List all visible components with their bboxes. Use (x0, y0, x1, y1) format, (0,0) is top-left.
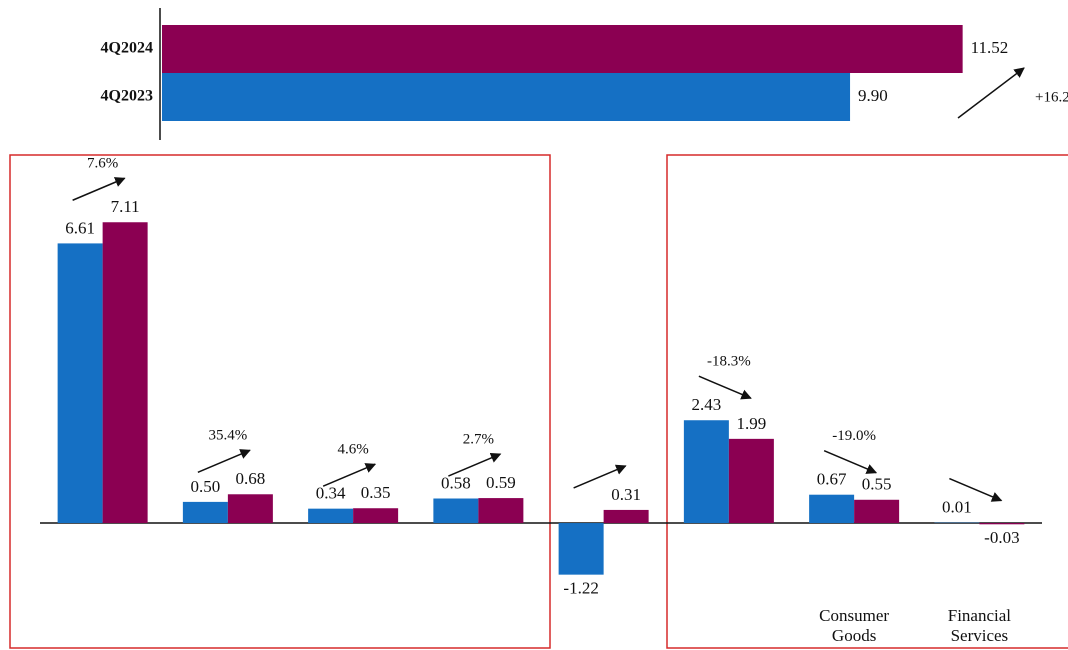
value-label: -0.03 (984, 528, 1019, 547)
bar (433, 498, 479, 524)
bar (57, 243, 103, 524)
value-label: 0.34 (316, 484, 346, 503)
change-arrow (823, 450, 878, 474)
value-label: 7.11 (111, 197, 140, 216)
bar (558, 523, 604, 575)
bar (308, 508, 354, 524)
value-label: -1.22 (563, 579, 598, 598)
x-tick-label: Financial Services (948, 606, 1012, 645)
change-label: 2.7% (463, 432, 494, 448)
change-arrow (573, 464, 627, 489)
value-label: 6.61 (65, 218, 95, 237)
change-arrow (322, 463, 377, 487)
category-label: 4Q2023 (101, 88, 153, 105)
bar (227, 494, 273, 524)
value-label: 0.55 (862, 475, 892, 494)
change-label: 4.6% (338, 442, 369, 458)
bar (603, 509, 649, 524)
value-label: 0.35 (361, 483, 391, 502)
category-label: 4Q2024 (101, 40, 153, 57)
value-label: 0.68 (236, 469, 266, 488)
value-label: 0.58 (441, 473, 471, 492)
change-label: 7.6% (87, 156, 118, 172)
change-arrow (949, 477, 1003, 502)
change-arrow (72, 177, 126, 201)
bar (162, 25, 963, 73)
bar (728, 438, 774, 524)
bar (979, 523, 1025, 525)
value-label: 0.59 (486, 473, 516, 492)
bar (809, 494, 855, 524)
value-label: 0.01 (942, 498, 972, 517)
bar (182, 501, 228, 524)
group-box (666, 154, 1068, 649)
change-label: -19.0% (832, 428, 876, 444)
bar (162, 73, 851, 121)
bar (353, 508, 399, 524)
change-label: -18.3% (707, 354, 751, 370)
change-arrow (448, 452, 502, 477)
value-label: 11.52 (971, 38, 1009, 57)
x-tick-label: Consumer Goods (819, 606, 889, 645)
group-box (9, 154, 551, 649)
bar (683, 420, 729, 524)
bar (102, 222, 148, 524)
change-arrow (197, 449, 251, 473)
value-label: 9.90 (858, 86, 888, 105)
value-label: 1.99 (737, 414, 767, 433)
value-label: 0.67 (817, 470, 847, 489)
value-label: 2.43 (692, 395, 722, 414)
value-label: 0.31 (611, 485, 641, 504)
value-label: 0.50 (191, 477, 221, 496)
growth-arrow (957, 67, 1025, 119)
growth-label: +16.2% (1035, 89, 1068, 105)
bar (478, 498, 524, 524)
change-arrow (698, 375, 752, 400)
change-label: 35.4% (209, 428, 248, 444)
bar (854, 499, 900, 524)
